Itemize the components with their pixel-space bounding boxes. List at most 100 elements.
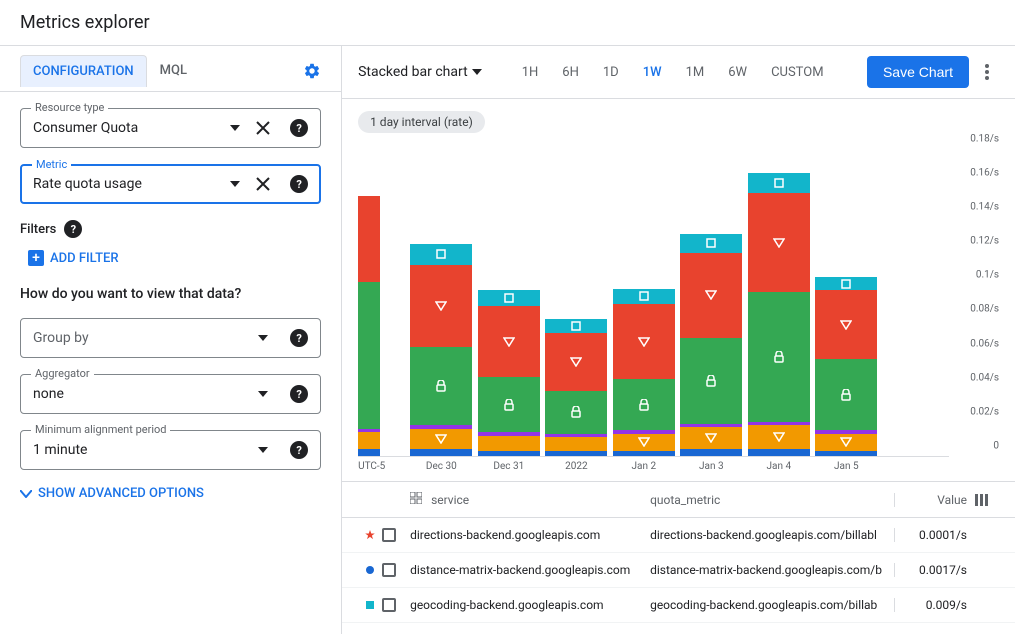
bar-segment	[748, 449, 810, 456]
col-header-service[interactable]: service	[410, 492, 650, 507]
time-range-6h[interactable]: 6H	[552, 59, 589, 86]
bar-segment	[478, 436, 540, 451]
tab-configuration[interactable]: CONFIGURATION	[20, 55, 147, 87]
metric-field[interactable]: Metric Rate quota usage ?	[20, 164, 321, 204]
chevron-down-icon[interactable]	[226, 175, 244, 193]
x-axis: UTC-5Dec 30Dec 312022Jan 2Jan 3Jan 4Jan …	[358, 461, 949, 481]
bar-segment	[358, 449, 380, 456]
series-marker-icon	[705, 290, 717, 300]
x-label: UTC-5	[358, 461, 385, 472]
series-marker-icon	[570, 357, 582, 367]
panel-body: Resource type Consumer Quota ? Metric Ra…	[0, 92, 341, 517]
bar-segment	[410, 244, 472, 264]
chevron-down-icon[interactable]	[254, 441, 272, 459]
col-header-quota[interactable]: quota_metric	[650, 493, 895, 507]
time-range-1h[interactable]: 1H	[512, 59, 549, 86]
legend-row[interactable]: directions-backend.googleapis.comdirecti…	[342, 518, 1015, 553]
resource-type-field[interactable]: Resource type Consumer Quota ?	[20, 108, 321, 148]
help-icon[interactable]: ?	[290, 329, 308, 347]
chart-container[interactable]: 00.02/s0.04/s0.06/s0.08/s0.1/s0.12/s0.14…	[358, 141, 999, 481]
series-marker-icon	[358, 529, 382, 541]
chart-type-dropdown[interactable]: Stacked bar chart	[358, 64, 494, 80]
y-tick: 0.06/s	[970, 338, 999, 349]
bar-segment	[545, 319, 607, 333]
col-header-value[interactable]: Value	[895, 493, 975, 507]
y-tick: 0.1/s	[976, 270, 999, 281]
bar-segment	[815, 277, 877, 291]
aggregator-value: none	[33, 386, 254, 402]
save-chart-button[interactable]: Save Chart	[867, 56, 969, 88]
chart-panel: Stacked bar chart 1H6H1D1W1M6WCUSTOM Sav…	[342, 46, 1015, 634]
x-label: Dec 31	[493, 461, 524, 472]
legend-row[interactable]: geocoding-backend.googleapis.comgeocodin…	[342, 588, 1015, 623]
config-panel: CONFIGURATION MQL Resource type Consumer…	[0, 46, 342, 634]
time-range-1m[interactable]: 1M	[676, 59, 715, 86]
x-label: 2022	[565, 461, 587, 472]
bar[interactable]	[410, 244, 472, 456]
config-tabs: CONFIGURATION MQL	[0, 46, 341, 92]
bar-segment	[478, 451, 540, 456]
show-advanced-button[interactable]: SHOW ADVANCED OPTIONS	[20, 486, 321, 501]
bar-segment	[815, 434, 877, 451]
add-filter-button[interactable]: + ADD FILTER	[28, 250, 321, 266]
bar[interactable]	[478, 290, 540, 456]
legend-checkbox[interactable]	[382, 598, 410, 612]
time-range-custom[interactable]: CUSTOM	[761, 59, 833, 86]
bar-segment	[358, 196, 380, 281]
bar-segment	[613, 304, 675, 379]
overflow-menu-icon[interactable]	[975, 60, 999, 84]
bar[interactable]	[680, 234, 742, 456]
bar[interactable]	[748, 173, 810, 457]
bar-segment	[613, 451, 675, 456]
gear-icon[interactable]	[303, 62, 321, 80]
main-content: CONFIGURATION MQL Resource type Consumer…	[0, 46, 1015, 634]
chart-toolbar: Stacked bar chart 1H6H1D1W1M6WCUSTOM Sav…	[342, 46, 1015, 99]
time-range-1w[interactable]: 1W	[633, 59, 672, 86]
bar-segment	[358, 432, 380, 449]
bar-segment	[748, 425, 810, 449]
interval-chip[interactable]: 1 day interval (rate)	[358, 111, 485, 133]
bar-segment	[478, 377, 540, 432]
clear-icon[interactable]	[254, 175, 272, 193]
view-question: How do you want to view that data?	[20, 286, 321, 302]
page-title: Metrics explorer	[20, 12, 995, 33]
alignment-field[interactable]: Minimum alignment period 1 minute ?	[20, 430, 321, 470]
chevron-down-icon[interactable]	[226, 119, 244, 137]
time-range-selector: 1H6H1D1W1M6WCUSTOM	[512, 59, 834, 86]
legend-row[interactable]: distance-matrix-backend.googleapis.comdi…	[342, 553, 1015, 588]
chevron-down-icon	[472, 69, 482, 75]
bar-segment	[410, 449, 472, 456]
help-icon[interactable]: ?	[64, 220, 82, 238]
bar[interactable]	[545, 319, 607, 456]
clear-icon[interactable]	[254, 119, 272, 137]
resource-type-label: Resource type	[31, 101, 108, 114]
series-marker-icon	[571, 321, 581, 331]
series-marker-icon	[435, 301, 447, 311]
series-marker-icon	[773, 432, 785, 442]
columns-config-icon[interactable]	[975, 494, 999, 506]
legend-checkbox[interactable]	[382, 528, 410, 542]
chevron-down-icon[interactable]	[254, 385, 272, 403]
aggregator-field[interactable]: Aggregator none ?	[20, 374, 321, 414]
help-icon[interactable]: ?	[290, 385, 308, 403]
help-icon[interactable]: ?	[290, 441, 308, 459]
page-header: Metrics explorer	[0, 0, 1015, 46]
legend-checkbox[interactable]	[382, 563, 410, 577]
time-range-6w[interactable]: 6W	[718, 59, 757, 86]
tab-mql[interactable]: MQL	[147, 54, 200, 87]
bar[interactable]	[358, 196, 380, 456]
bar[interactable]	[613, 289, 675, 456]
y-tick: 0.14/s	[970, 201, 999, 212]
group-by-field[interactable]: Group by ?	[20, 318, 321, 358]
metric-value: Rate quota usage	[33, 176, 226, 192]
help-icon[interactable]: ?	[290, 119, 308, 137]
help-icon[interactable]: ?	[290, 175, 308, 193]
chevron-down-icon[interactable]	[254, 329, 272, 347]
y-tick: 0.16/s	[970, 167, 999, 178]
y-tick: 0.18/s	[970, 133, 999, 144]
y-tick: 0	[993, 441, 999, 452]
series-marker-icon	[435, 434, 447, 444]
chevron-down-icon	[20, 490, 32, 498]
bar[interactable]	[815, 277, 877, 456]
time-range-1d[interactable]: 1D	[593, 59, 629, 86]
